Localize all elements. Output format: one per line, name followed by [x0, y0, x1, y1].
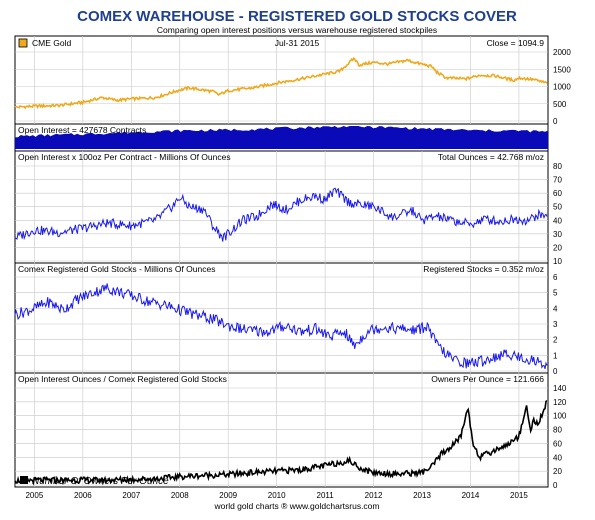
x-tick-label: 2012	[365, 491, 383, 500]
series-line-registered-stocks	[14, 283, 548, 370]
open-interest-label: Open Interest = 427678 Contracts	[18, 125, 146, 135]
registered-stocks-readout: Registered Stocks = 0.352 m/oz	[423, 264, 544, 274]
y-tick-label: 40	[553, 216, 562, 225]
y-tick-label: 1000	[553, 83, 571, 92]
date-label: Jul-31 2015	[275, 38, 320, 48]
x-tick-label: 2013	[413, 491, 431, 500]
panel-owners-per-ounce	[14, 372, 549, 488]
y-tick-label: 2000	[553, 48, 571, 57]
y-tick-label: 20	[553, 467, 562, 476]
y-tick-label: 60	[553, 189, 562, 198]
y-tick-label: 3	[553, 320, 558, 329]
legend-swatch-gold	[18, 38, 28, 48]
y-tick-label: 20	[553, 243, 562, 252]
total-ounces-readout: Total Ounces = 42.768 m/oz	[438, 152, 544, 162]
total-ounces-label: Open Interest x 100oz Per Contract - Mil…	[18, 152, 231, 162]
x-tick-label: 2009	[219, 491, 237, 500]
x-tick-label: 2007	[122, 491, 140, 500]
y-tick-label: 40	[553, 453, 562, 462]
y-tick-label: 10	[553, 257, 562, 266]
x-tick-label: 2006	[74, 491, 92, 500]
series-line-gold-price	[14, 56, 548, 110]
y-tick-label: 100	[553, 412, 567, 421]
owners-label: Open Interest Ounces / Comex Registered …	[18, 374, 227, 384]
y-tick-label: 1	[553, 351, 558, 360]
series-line-open-interest-ounces	[14, 187, 548, 242]
y-tick-label: 0	[553, 367, 558, 376]
x-tick-label: 2015	[510, 491, 528, 500]
y-tick-label: 0	[553, 481, 558, 490]
y-tick-label: 80	[553, 426, 562, 435]
y-tick-label: 1500	[553, 65, 571, 74]
footer-credit: world gold charts ® www.goldchartsrus.co…	[214, 501, 380, 511]
tick-labels: 2005 2006 2007 2008 2009 2010 2011 2012 2013 2014…	[25, 48, 571, 500]
owners-readout: Owners Per Ounce = 121.666	[431, 374, 544, 384]
y-tick-label: 0	[553, 117, 558, 126]
y-tick-label: 50	[553, 203, 562, 212]
legend-swatch-owners	[20, 476, 28, 484]
chart-marks	[14, 56, 548, 486]
grid-lines	[15, 36, 548, 487]
registered-stocks-label: Comex Registered Gold Stocks - Millions …	[18, 264, 215, 274]
y-tick-label: 140	[553, 384, 567, 393]
y-tick-label: 80	[553, 162, 562, 171]
x-tick-label: 2010	[268, 491, 286, 500]
y-tick-label: 5	[553, 289, 558, 298]
y-tick-label: 6	[553, 273, 558, 282]
gold-readout: Close = 1094.9	[487, 38, 545, 48]
x-tick-label: 2008	[171, 491, 189, 500]
legend-owners: Number Of Owners Per Ounce	[32, 476, 169, 487]
y-tick-label: 120	[553, 398, 567, 407]
y-tick-label: 4	[553, 304, 558, 313]
series-line-owners-per-ounce	[14, 400, 548, 486]
x-tick-label: 2011	[317, 491, 335, 500]
open-interest-area	[15, 126, 548, 149]
x-tick-label: 2014	[462, 491, 480, 500]
x-tick-label: 2005	[25, 491, 43, 500]
y-tick-label: 70	[553, 176, 562, 185]
y-tick-label: 500	[553, 100, 567, 109]
legend-gold: CME Gold	[32, 38, 71, 48]
chart-subtitle: Comparing open interest positions versus…	[157, 25, 437, 35]
y-tick-label: 30	[553, 230, 562, 239]
y-tick-label: 2	[553, 336, 558, 345]
y-tick-label: 60	[553, 439, 562, 448]
chart-title: COMEX WAREHOUSE - REGISTERED GOLD STOCKS…	[77, 8, 517, 25]
